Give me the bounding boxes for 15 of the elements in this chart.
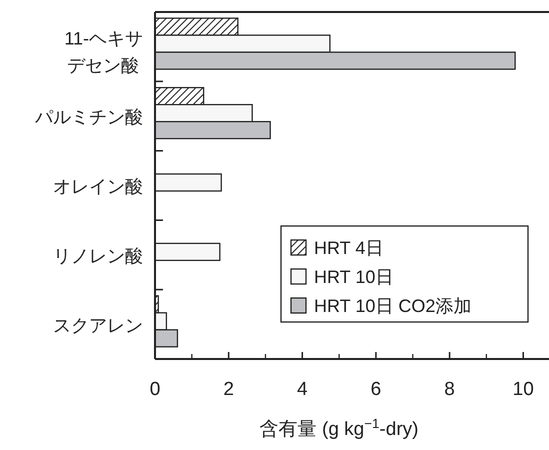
legend-label: HRT 4日 bbox=[314, 238, 384, 258]
y-tick-label: オレイン酸 bbox=[53, 176, 143, 196]
x-tick-label: 8 bbox=[444, 379, 455, 400]
x-axis-title: 含有量 (g kg$^{−1}$-dry) bbox=[260, 416, 418, 440]
legend-label: HRT 10日 bbox=[314, 267, 394, 287]
x-tick-label: 2 bbox=[223, 379, 234, 400]
legend-label: HRT 10日 CO2添加 bbox=[314, 296, 472, 316]
x-tick-label: 6 bbox=[370, 379, 382, 400]
x-tick-label: 0 bbox=[150, 379, 160, 400]
y-tick-label: 11-ヘキサデセン酸 bbox=[64, 28, 143, 76]
x-tick-label: 10 bbox=[512, 379, 534, 400]
x-tick-label: 4 bbox=[297, 379, 308, 400]
y-tick-label: パルミチン酸 bbox=[34, 107, 143, 128]
y-tick-label: リノレン酸 bbox=[53, 246, 143, 266]
y-tick-label: スクアレン bbox=[53, 315, 143, 336]
